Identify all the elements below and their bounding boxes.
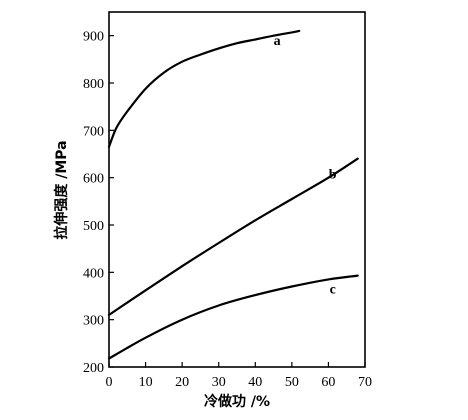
y-tick-label: 400 [83,266,104,281]
y-tick-label: 200 [83,361,104,376]
x-tick-label: 10 [139,375,153,390]
x-axis-title: 冷做功 /% [204,393,270,410]
x-tick-label: 60 [321,375,335,390]
curves [107,29,359,360]
curve-c [107,274,359,360]
y-tick-label: 900 [83,30,104,45]
curve-label-a: a [274,34,281,49]
x-tick-label: 20 [175,375,189,390]
x-tick-label: 0 [106,375,113,390]
y-tick-label: 300 [83,314,104,329]
plot-frame [108,11,366,368]
x-tick-label: 70 [358,375,372,390]
y-axis-title: 拉伸强度 /MPa [53,140,70,239]
y-tick-label: 800 [83,77,104,92]
curve-labels: a b c [274,34,337,298]
x-tick-label: 50 [285,375,299,390]
x-ticks: 0 10 20 30 40 50 60 70 [106,362,372,390]
y-tick-label: 600 [83,172,104,187]
y-ticks: 200 300 400 500 600 700 800 900 [83,30,114,376]
curve-b [107,157,359,316]
x-tick-label: 30 [212,375,226,390]
y-tick-label: 700 [83,124,104,139]
curve-a [107,29,301,148]
x-tick-label: 40 [248,375,262,390]
curve-label-c: c [330,283,336,298]
curve-label-b: b [329,168,337,183]
y-tick-label: 500 [83,219,104,234]
